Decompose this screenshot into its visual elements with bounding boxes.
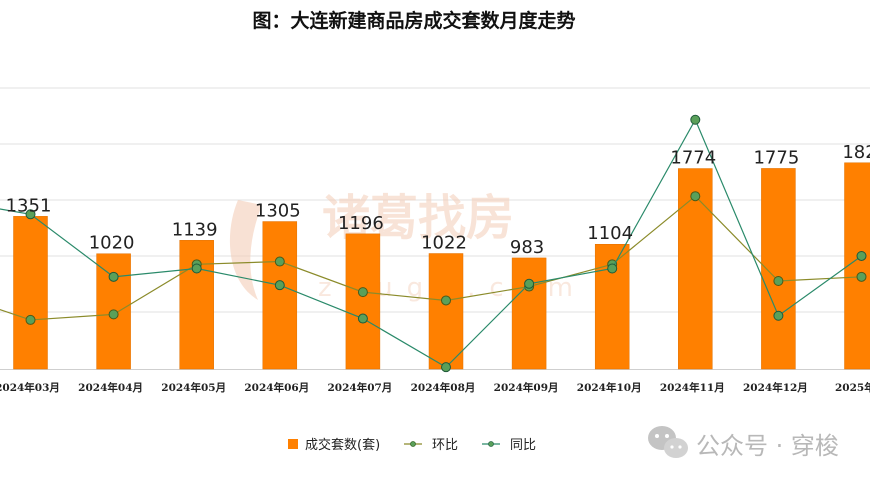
x-tick-label: 2024年09月 [494, 381, 559, 394]
x-tick-label: 2025年0 [835, 381, 870, 394]
x-tick-label: 2024年05月 [161, 381, 226, 394]
legend-mom-marker [410, 441, 416, 447]
mom-point [773, 276, 784, 286]
mom-point [856, 271, 867, 282]
x-tick-label: 2024年03月 [0, 381, 60, 394]
x-tick-label: 2024年11月 [660, 381, 725, 394]
bar-value-label: 182 [842, 142, 870, 163]
wechat-watermark: 公众号 · 穿梭 [648, 426, 839, 460]
bar-value-label: 1774 [670, 148, 716, 169]
yoy-point [108, 271, 119, 282]
yoy-point [274, 280, 285, 291]
wechat-icon [648, 426, 688, 458]
chart-title: 图：大连新建商品房成交套数月度走势 [252, 9, 575, 32]
yoy-point [441, 362, 451, 373]
bar-labels: 1351 1020 1139 1305 1196 1022 983 1104 1774 1775 1… [6, 142, 870, 258]
wechat-label: 公众号 · 穿梭 [696, 432, 839, 460]
yoy-point [191, 263, 202, 274]
legend: 成交套数(套) 环比 同比 [280, 430, 548, 458]
legend-bar-label: 成交套数(套) [305, 437, 380, 453]
bar [511, 257, 547, 370]
bar [345, 233, 381, 370]
bar-value-label: 983 [510, 237, 544, 258]
mom-line [0, 195, 862, 321]
yoy-point [607, 263, 618, 274]
bar [262, 221, 298, 370]
bar-value-label: 1104 [587, 223, 633, 244]
x-tick-label: 2024年04月 [78, 381, 143, 394]
bar [678, 168, 713, 370]
legend-yoy-marker [488, 441, 494, 447]
mom-point [25, 314, 36, 325]
yoy-point [773, 310, 784, 321]
x-tick-label: 2024年07月 [327, 381, 392, 394]
x-tick-label: 2024年08月 [411, 381, 476, 394]
bar [428, 253, 464, 370]
bar [13, 216, 48, 370]
bar-value-label: 1196 [338, 213, 384, 234]
bar-value-label: 1775 [753, 147, 799, 168]
line-series [0, 114, 867, 373]
mom-point [441, 295, 451, 306]
mom-point [690, 191, 701, 202]
legend-yoy-label: 同比 [510, 438, 536, 453]
bar-value-label: 1305 [255, 201, 301, 222]
x-tick-label: 2024年10月 [577, 381, 642, 394]
legend-bar-swatch [288, 439, 298, 449]
bar-value-label: 1139 [172, 219, 218, 240]
yoy-point [357, 313, 368, 324]
yoy-point [856, 250, 867, 261]
mom-point [274, 256, 285, 267]
x-tick-label: 2024年06月 [244, 381, 309, 394]
bar-value-label: 1022 [421, 233, 467, 254]
yoy-line [0, 118, 862, 368]
bar-value-label: 1020 [89, 233, 135, 254]
legend-mom-label: 环比 [432, 438, 458, 453]
mom-point [108, 309, 119, 320]
bar-value-label: 1351 [6, 195, 52, 216]
yoy-point [524, 278, 535, 289]
watermark-icon [229, 200, 262, 300]
yoy-point [25, 209, 36, 220]
yoy-point [690, 114, 701, 125]
mom-point [357, 287, 368, 298]
x-axis-ticks: 2024年03月 2024年04月 2024年05月 2024年06月 2024年07月… [0, 381, 870, 394]
x-tick-label: 2024年12月 [743, 381, 808, 394]
